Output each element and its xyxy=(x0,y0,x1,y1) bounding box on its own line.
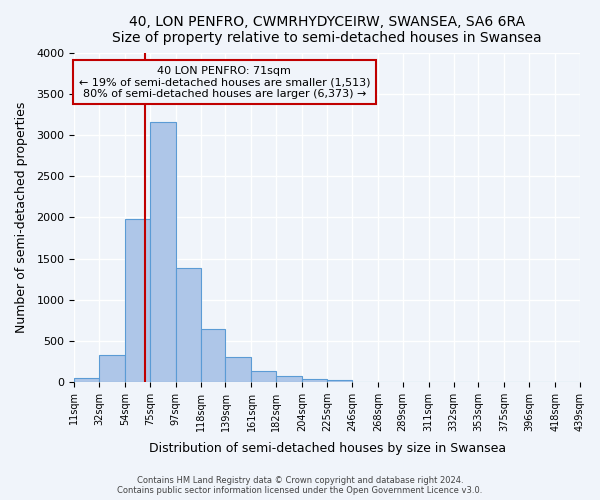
Text: 40 LON PENFRO: 71sqm
← 19% of semi-detached houses are smaller (1,513)
80% of se: 40 LON PENFRO: 71sqm ← 19% of semi-detac… xyxy=(79,66,370,99)
Y-axis label: Number of semi-detached properties: Number of semi-detached properties xyxy=(15,102,28,333)
Bar xyxy=(176,268,200,382)
Text: Contains HM Land Registry data © Crown copyright and database right 2024.
Contai: Contains HM Land Registry data © Crown c… xyxy=(118,476,482,495)
Title: 40, LON PENFRO, CWMRHYDYCEIRW, SWANSEA, SA6 6RA
Size of property relative to sem: 40, LON PENFRO, CWMRHYDYCEIRW, SWANSEA, … xyxy=(112,15,542,45)
Bar xyxy=(99,356,125,382)
Bar xyxy=(276,376,302,382)
Bar xyxy=(226,357,251,382)
Bar xyxy=(74,378,99,382)
Bar xyxy=(150,122,176,382)
Bar xyxy=(125,219,150,382)
Bar xyxy=(251,370,276,382)
Bar xyxy=(302,379,327,382)
Bar xyxy=(200,329,226,382)
X-axis label: Distribution of semi-detached houses by size in Swansea: Distribution of semi-detached houses by … xyxy=(149,442,506,455)
Bar xyxy=(327,380,352,382)
